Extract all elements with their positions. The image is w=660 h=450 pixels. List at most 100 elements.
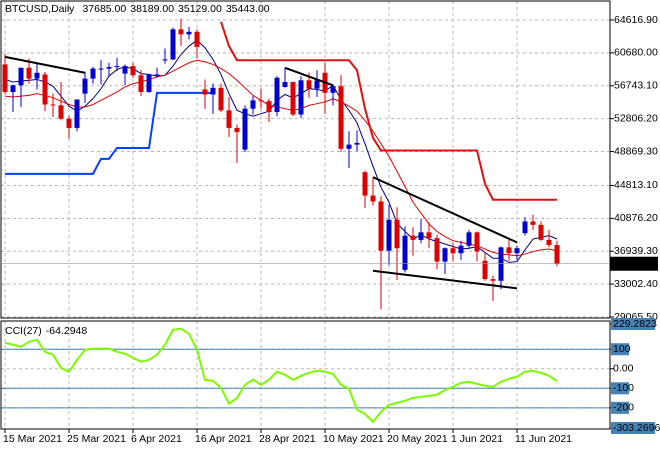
cci-label: CCI(27) -64.2948 [5, 325, 87, 337]
y-tick-label: 33002.40 [614, 278, 658, 290]
candle-body [194, 31, 200, 47]
candle-body [90, 68, 96, 79]
candle-body [106, 66, 112, 69]
candle-body [234, 127, 240, 133]
y2-label-box [611, 318, 655, 330]
candle-body [2, 64, 8, 92]
candle-body [226, 110, 232, 128]
candle-body [466, 232, 472, 246]
indicator-line [4, 59, 558, 257]
candle-body [122, 66, 128, 74]
candle-body [306, 80, 312, 89]
candle-body [154, 74, 160, 76]
candle-body [402, 235, 408, 270]
y2-label-box [611, 401, 629, 414]
y-tick-label: 64616.90 [614, 14, 658, 26]
candle-body [394, 219, 400, 249]
candle-body [202, 89, 208, 95]
candle-body [530, 221, 536, 225]
candle-body [50, 104, 56, 106]
trend-line [4, 55, 86, 74]
candle-body [130, 66, 136, 76]
candle-body [138, 75, 144, 92]
price-panel-frame [0, 0, 611, 319]
candle-body [434, 238, 440, 262]
y2-tick-label: -200 [613, 402, 634, 414]
y-tick-label: 52806.20 [614, 112, 658, 124]
x-tick-label: 15 Mar 2021 [3, 433, 62, 445]
y2-tick-label: -100 [613, 382, 634, 394]
candle-body [522, 221, 528, 234]
trend-line [372, 176, 518, 244]
candle-body [274, 77, 280, 113]
x-tick-label: 6 Apr 2021 [131, 433, 182, 445]
x-tick-label: 1 Jun 2021 [451, 433, 503, 445]
cci-line [4, 327, 558, 424]
candle-body [266, 101, 272, 113]
y2-tick-label: 0.00 [613, 363, 634, 375]
candle-body [378, 201, 384, 251]
header-high: 38189.00 [130, 3, 174, 15]
y-tick-label: 60680.00 [614, 47, 658, 59]
candle-body [482, 260, 488, 280]
candle-body [346, 144, 352, 149]
candle-body [362, 172, 368, 196]
x-tick-label: 10 May 2021 [323, 433, 384, 445]
candle-body [442, 248, 448, 262]
candle-body [186, 31, 192, 35]
candle-body [354, 142, 360, 145]
y2-tick-label: 100 [613, 343, 631, 355]
candle-body [250, 100, 256, 109]
candle-body [242, 108, 248, 150]
x-tick-label: 11 Jun 2021 [515, 433, 572, 445]
candle-body [498, 247, 504, 281]
candle-body [450, 248, 456, 254]
y-tick-label: 56743.10 [614, 80, 658, 92]
candle-body [42, 74, 48, 105]
candle-body [490, 279, 496, 281]
candle-body [178, 29, 184, 35]
y2-label-box [611, 422, 655, 434]
candle-body [146, 74, 152, 92]
candle-body [170, 29, 176, 60]
indicator-line [5, 91, 213, 175]
candle-body [298, 80, 304, 115]
cci-panel-frame [0, 320, 611, 430]
cci-name: CCI(27) [5, 325, 42, 337]
y2-tick-label: -303.2696 [613, 422, 660, 434]
candle-body [74, 99, 80, 128]
y-tick-label: 36939.30 [614, 245, 658, 257]
candle-body [538, 224, 544, 240]
header-open: 37685.00 [82, 3, 126, 15]
y-tick-label: 40876.20 [614, 212, 658, 224]
candle-body [34, 72, 40, 79]
candle-body [98, 68, 104, 70]
y2-label-box [611, 382, 629, 395]
candle-body [58, 105, 64, 119]
candle-body [26, 67, 32, 79]
candle-body [474, 232, 480, 252]
candle-body [114, 66, 120, 68]
cci-value: -64.2948 [46, 325, 88, 337]
x-tick-label: 25 Mar 2021 [67, 433, 126, 445]
candle-body [506, 247, 512, 254]
x-tick-label: 16 Apr 2021 [195, 433, 252, 445]
candle-body [426, 232, 432, 239]
candle-body [546, 239, 552, 245]
x-tick-label: 20 May 2021 [387, 433, 448, 445]
candle-body [282, 81, 288, 87]
y-tick-label: 48869.30 [614, 145, 658, 157]
candle-body [218, 87, 224, 111]
candle-body [338, 86, 344, 149]
indicator-line [220, 21, 557, 201]
candle-body [386, 219, 392, 251]
candle-body [18, 67, 24, 86]
symbol: BTCUSD,Daily [5, 3, 75, 15]
candle-body [82, 78, 88, 94]
candle-body [162, 59, 168, 61]
last-price-label: 35443.00 [613, 258, 657, 270]
candle-body [554, 244, 560, 264]
y-tick-label: 44813.10 [614, 179, 658, 191]
